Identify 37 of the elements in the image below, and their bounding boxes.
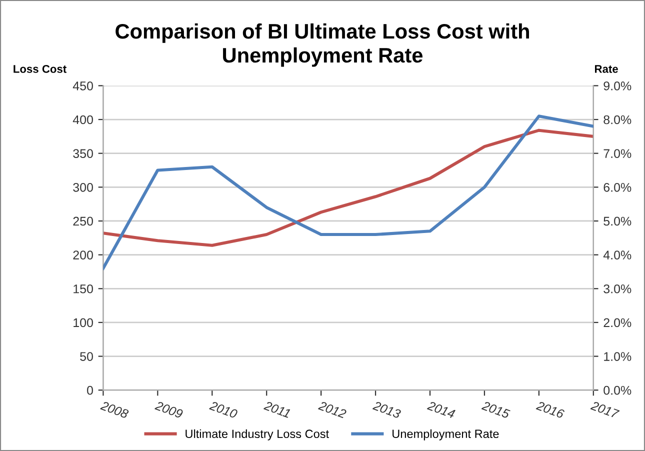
line-series xyxy=(103,114,594,270)
y2-tick-label: 7.0% xyxy=(604,149,632,158)
x-tick-label: 2009 xyxy=(154,400,184,419)
y-tick-label: 0 xyxy=(87,386,93,395)
y2-tick-label: 4.0% xyxy=(603,250,632,260)
y-tick-label: 400 xyxy=(72,115,93,124)
y-axis-title: Loss Cost xyxy=(14,65,66,73)
line-series xyxy=(103,128,594,247)
y-tick-label: 350 xyxy=(73,149,93,158)
x-tick-label: 2014 xyxy=(426,400,456,419)
y-tick-label: 450 xyxy=(72,81,93,90)
x-tick-label: 2008 xyxy=(100,400,130,419)
y2-tick-label: 3.0% xyxy=(604,284,632,294)
y2-tick-label: 5.0% xyxy=(604,216,632,226)
chart-title: Comparison of BI Ultimate Loss Cost with Unemployment Rate xyxy=(116,23,529,67)
y-tick-label: 300 xyxy=(73,182,93,192)
legend-label: Ultimate Industry Loss Cost xyxy=(186,429,329,440)
y-tick-label: 200 xyxy=(73,250,93,260)
y-tick-label: 50 xyxy=(80,352,93,361)
x-tick-label: 2016 xyxy=(536,400,565,419)
x-tick-label: 2017 xyxy=(590,400,620,419)
y-tick-label: 100 xyxy=(74,318,93,328)
y2-tick-label: 9.0% xyxy=(604,81,632,90)
x-tick-label: 2013 xyxy=(372,400,402,419)
y-tick-label: 150 xyxy=(74,284,93,294)
y2-tick-label: 6.0% xyxy=(604,182,632,192)
legend-label: Unemployment Rate xyxy=(392,429,499,440)
x-tick-label: 2012 xyxy=(318,400,347,419)
y2-axis-title: Rate xyxy=(595,65,618,73)
x-tick-label: 2011 xyxy=(263,400,291,418)
x-tick-label: 2010 xyxy=(208,400,238,419)
y2-tick-label: 0.0% xyxy=(604,386,632,395)
y-tick-label: 250 xyxy=(73,216,93,226)
y2-tick-label: 1.0% xyxy=(604,352,632,361)
y2-tick-label: 2.0% xyxy=(604,318,632,328)
y2-tick-label: 8.0% xyxy=(604,115,632,124)
x-tick-label: 2015 xyxy=(481,400,511,419)
